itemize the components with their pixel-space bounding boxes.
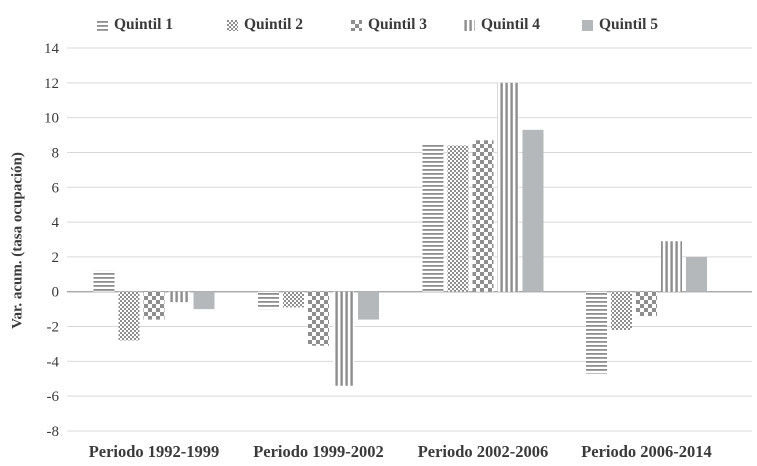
bar-q3-period1 — [143, 291, 165, 320]
legend-item-quintil-4: Quintil 4 — [464, 16, 540, 34]
bar-q1-period4 — [586, 291, 607, 374]
bar-q5-period4 — [686, 256, 707, 292]
bar-q4-period2 — [333, 291, 354, 386]
legend-item-quintil-1: Quintil 1 — [97, 16, 173, 34]
x-category-label-2: Periodo 1999-2002 — [253, 442, 384, 461]
legend-item-quintil-2: Quintil 2 — [227, 16, 303, 34]
legend-swatch-quintil-3-icon — [351, 19, 362, 31]
bar-q5-period1 — [193, 291, 215, 310]
bar-q2-period3 — [447, 145, 469, 292]
y-tick-label--4: -4 — [47, 354, 60, 370]
y-tick-label--8: -8 — [47, 424, 60, 440]
y-tick-label-10: 10 — [44, 111, 59, 127]
bar-q3-period3 — [472, 140, 494, 292]
bar-q2-period4 — [611, 291, 632, 331]
bar-q1-period3 — [422, 143, 444, 292]
y-tick-label-14: 14 — [44, 41, 60, 57]
bar-q4-period3 — [497, 82, 519, 292]
y-tick-label--2: -2 — [47, 320, 60, 336]
y-tick-label-6: 6 — [52, 180, 60, 196]
legend-item-quintil-5: Quintil 5 — [582, 16, 658, 34]
bar-q1-period2 — [258, 291, 279, 310]
legend-swatch-quintil-4-icon — [464, 19, 475, 31]
x-category-label-4: Periodo 2006-2014 — [581, 442, 712, 461]
bar-q1-period1 — [93, 270, 115, 292]
y-tick-label-0: 0 — [52, 285, 60, 301]
bar-q2-period2 — [283, 291, 304, 308]
legend-item-quintil-3: Quintil 3 — [351, 16, 427, 34]
bar-q3-period2 — [308, 291, 329, 346]
bar-q4-period4 — [661, 241, 682, 292]
legend-swatch-quintil-1-icon — [97, 19, 108, 31]
legend-label-quintil-1: Quintil 1 — [114, 16, 174, 33]
legend-swatch-quintil-5-icon — [582, 19, 593, 31]
bar-q5-period3 — [522, 129, 544, 292]
y-tick-label--6: -6 — [47, 389, 60, 405]
y-tick-label-4: 4 — [52, 215, 60, 231]
x-category-label-3: Periodo 2002-2006 — [418, 442, 549, 461]
legend-label-quintil-3: Quintil 3 — [368, 16, 428, 33]
y-tick-label-2: 2 — [52, 250, 60, 266]
y-tick-label-8: 8 — [52, 145, 60, 161]
bar-q2-period1 — [118, 291, 140, 341]
x-category-label-1: Periodo 1992-1999 — [89, 442, 220, 461]
bar-q3-period4 — [636, 291, 657, 317]
legend-label-quintil-2: Quintil 2 — [244, 16, 304, 33]
legend-label-quintil-4: Quintil 4 — [481, 16, 541, 33]
legend-label-quintil-5: Quintil 5 — [599, 16, 659, 33]
legend-swatch-quintil-2-icon — [227, 19, 238, 31]
y-tick-label-12: 12 — [44, 76, 59, 92]
bar-q5-period2 — [358, 291, 379, 320]
bar-q4-period1 — [168, 291, 190, 303]
